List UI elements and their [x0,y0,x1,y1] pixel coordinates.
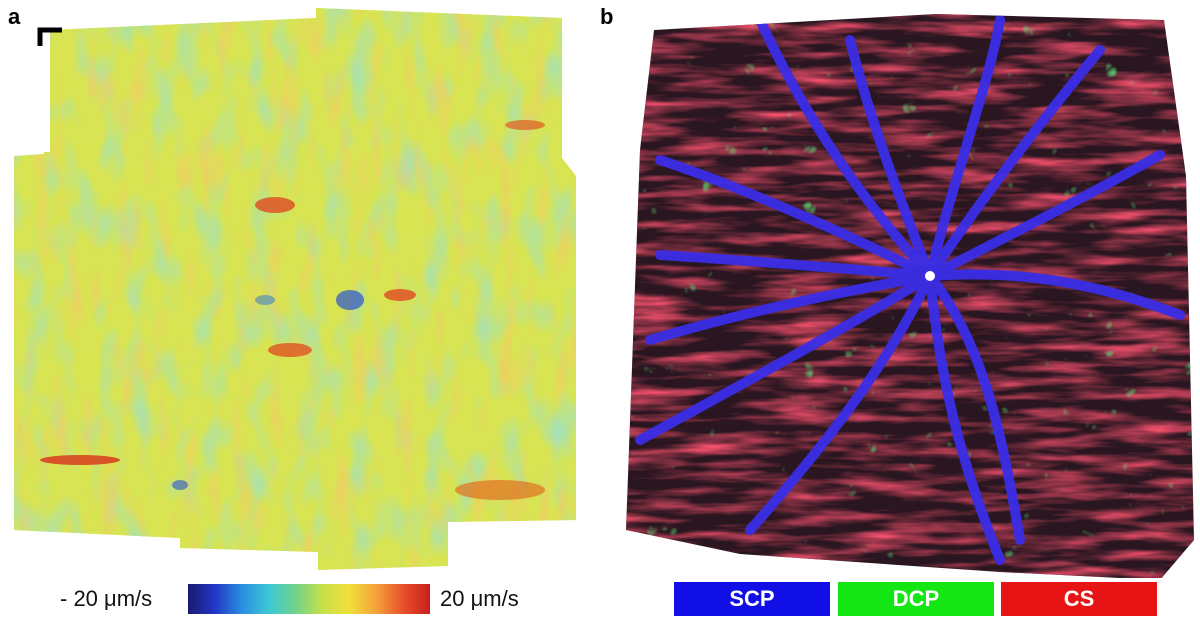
velocity-colorbar: - 20 μm/s 20 μm/s [0,578,600,623]
colorbar-gradient [188,584,430,614]
colorbar-min-label: - 20 μm/s [60,586,153,611]
legend-scp: SCP [674,582,830,616]
vessel-layer-image [626,14,1194,578]
legend-cs: CS [1001,582,1157,616]
panel-label-b: b [600,4,614,29]
legend-dcp: DCP [838,582,994,616]
colorbar-max-label: 20 μm/s [440,586,519,611]
velocity-map-image [14,8,576,570]
panel-label-a: a [8,4,21,29]
